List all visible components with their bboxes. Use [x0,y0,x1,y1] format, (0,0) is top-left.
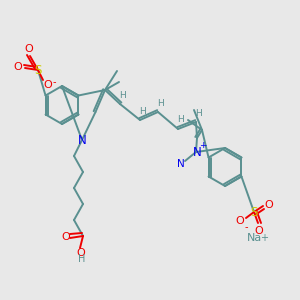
Text: O: O [25,44,33,54]
Text: H: H [139,106,145,116]
Text: H: H [118,91,125,100]
Text: N: N [78,134,86,146]
Text: H: H [177,116,183,124]
Text: -: - [244,222,248,232]
Text: O: O [14,62,22,72]
Text: S: S [250,206,258,218]
Text: S: S [34,64,42,76]
Text: O: O [61,232,70,242]
Text: -: - [52,77,56,87]
Text: +: + [199,140,207,149]
Text: +: + [260,233,268,243]
Text: O: O [255,226,263,236]
Text: O: O [44,80,52,90]
Text: O: O [265,200,273,210]
Text: N: N [177,159,185,169]
Text: N: N [193,146,201,158]
Text: O: O [236,216,244,226]
Text: H: H [195,109,201,118]
Text: H: H [157,98,164,107]
Text: Na: Na [248,233,262,243]
Text: H: H [78,254,86,264]
Text: O: O [76,248,85,258]
